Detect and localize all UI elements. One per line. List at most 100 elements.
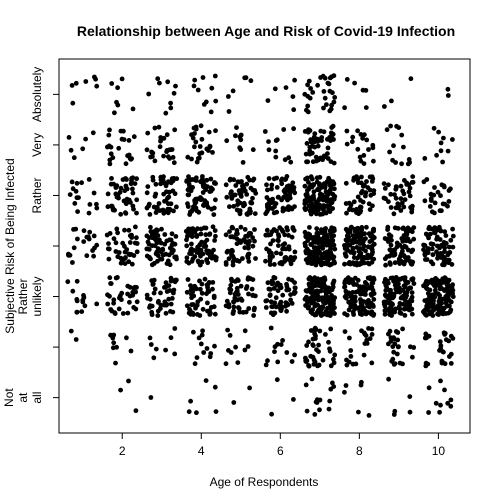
data-point — [153, 191, 159, 197]
data-point — [370, 287, 376, 293]
data-point — [151, 290, 157, 296]
data-point — [355, 231, 361, 237]
data-point — [437, 409, 442, 415]
data-point — [402, 297, 408, 303]
data-point — [190, 177, 196, 182]
data-point — [368, 245, 374, 251]
data-point — [433, 400, 439, 406]
data-point — [388, 123, 393, 129]
data-point — [384, 285, 390, 290]
data-point — [351, 281, 357, 287]
data-point — [233, 344, 239, 350]
data-point — [286, 233, 291, 238]
data-point — [128, 348, 134, 354]
data-point — [433, 282, 438, 288]
data-point — [331, 309, 336, 315]
data-point — [223, 182, 229, 188]
data-point — [80, 299, 86, 305]
data-point — [273, 154, 279, 160]
data-point — [392, 260, 398, 266]
data-point — [428, 191, 434, 197]
data-point — [315, 82, 320, 88]
data-point — [448, 403, 454, 409]
data-point — [302, 198, 308, 204]
data-point — [284, 174, 290, 179]
data-point — [399, 161, 404, 167]
data-point — [320, 243, 326, 248]
data-point — [171, 208, 176, 214]
data-point — [188, 398, 194, 404]
data-point — [267, 253, 273, 259]
data-point — [450, 282, 455, 288]
data-point — [355, 128, 360, 134]
data-point — [108, 151, 114, 157]
data-point — [366, 413, 372, 418]
data-point — [316, 187, 322, 193]
data-point — [306, 78, 312, 84]
data-point — [159, 226, 164, 232]
data-point — [188, 188, 194, 194]
data-point — [213, 128, 218, 134]
data-point — [157, 208, 163, 214]
data-point — [311, 189, 317, 195]
data-point — [209, 85, 215, 91]
data-point — [366, 147, 371, 152]
data-point — [358, 132, 364, 137]
data-point — [118, 211, 124, 217]
data-point — [319, 256, 325, 261]
data-point — [385, 307, 391, 312]
data-point — [383, 262, 388, 268]
data-point — [238, 190, 244, 196]
data-point — [317, 192, 323, 198]
data-point — [224, 194, 230, 200]
data-point — [203, 225, 209, 231]
data-point — [189, 209, 195, 214]
data-point — [184, 303, 190, 309]
data-point — [170, 241, 176, 246]
data-point — [388, 338, 394, 344]
data-point — [147, 296, 153, 302]
data-point — [291, 107, 297, 113]
data-point — [319, 138, 324, 144]
data-point — [188, 226, 194, 232]
data-point — [309, 279, 315, 285]
data-point — [328, 326, 334, 332]
data-point — [442, 258, 448, 264]
data-point — [361, 255, 367, 260]
data-point — [197, 144, 203, 149]
data-point — [405, 161, 411, 167]
data-point — [200, 251, 206, 257]
data-point — [386, 376, 391, 382]
data-point — [197, 262, 203, 268]
data-point — [383, 301, 388, 306]
data-point — [279, 197, 284, 203]
data-point — [150, 154, 155, 159]
data-point — [224, 298, 230, 304]
data-point — [410, 276, 416, 282]
data-point — [262, 129, 268, 134]
data-point — [391, 278, 396, 284]
data-point — [359, 328, 364, 334]
x-axis: 2 4 6 8 10 — [119, 433, 445, 458]
data-point — [321, 105, 326, 111]
data-point — [288, 261, 294, 267]
data-point — [325, 80, 331, 86]
data-point — [189, 156, 194, 162]
data-point — [86, 177, 92, 182]
data-point — [281, 188, 287, 194]
data-point — [164, 302, 170, 307]
data-point — [152, 286, 158, 292]
data-point — [247, 177, 253, 183]
data-point — [109, 81, 115, 86]
data-point — [228, 176, 233, 182]
data-point — [292, 249, 298, 255]
data-point — [265, 98, 271, 103]
data-point — [185, 277, 191, 282]
data-point — [245, 234, 250, 239]
data-point — [349, 139, 355, 145]
data-point — [198, 123, 204, 129]
data-point — [107, 275, 113, 281]
data-point — [237, 211, 243, 217]
y-axis: Notatall Ratherunlikely Rather Very Absolute… — [2, 67, 59, 407]
data-point — [153, 181, 159, 187]
